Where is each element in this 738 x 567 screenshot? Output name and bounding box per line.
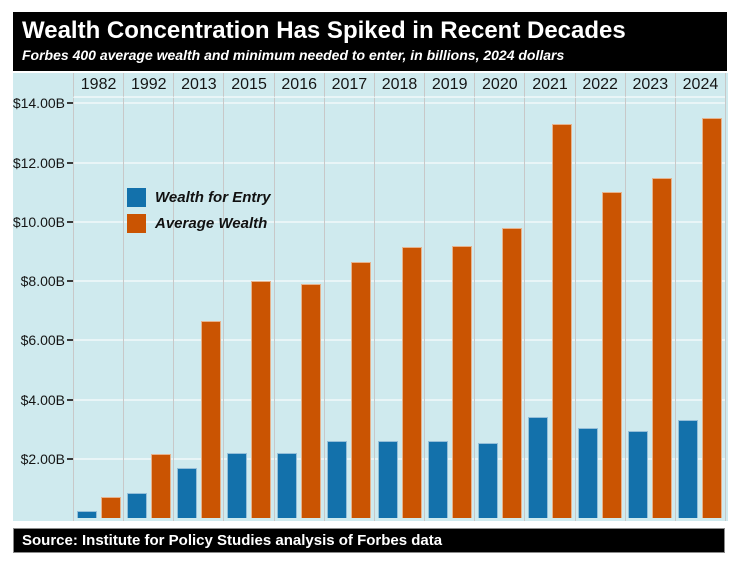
y-tick-label: $8.00B — [20, 273, 65, 290]
plot-area — [73, 98, 726, 521]
bar-wealth-for-entry — [327, 441, 348, 518]
x-tick-label: 2016 — [273, 73, 324, 98]
x-tick-label: 2020 — [474, 73, 525, 98]
x-tick-label: 2023 — [624, 73, 675, 98]
bar-average-wealth — [351, 261, 372, 518]
bar-average-wealth — [150, 454, 171, 518]
y-tick-mark — [67, 220, 73, 223]
year-column — [273, 98, 324, 521]
bar-wealth-for-entry — [176, 467, 197, 518]
year-column — [223, 98, 273, 521]
bar-average-wealth — [602, 192, 623, 518]
x-tick-label: 2013 — [173, 73, 224, 98]
bar-wealth-for-entry — [678, 420, 699, 518]
year-column — [624, 98, 675, 521]
bar-wealth-for-entry — [578, 427, 599, 518]
bar-average-wealth — [251, 281, 272, 518]
h-gridline — [73, 339, 725, 342]
h-gridline — [73, 161, 725, 164]
bar-wealth-for-entry — [76, 510, 97, 518]
legend-label-entry: Wealth for Entry — [155, 189, 271, 206]
bar-wealth-for-entry — [477, 442, 498, 518]
y-tick-label: $4.00B — [20, 391, 65, 408]
bar-wealth-for-entry — [527, 417, 548, 518]
legend-row-entry: Wealth for Entry — [127, 188, 271, 207]
bar-average-wealth — [100, 497, 121, 518]
x-tick-label: 2019 — [424, 73, 475, 98]
bar-average-wealth — [200, 321, 221, 518]
bar-wealth-for-entry — [126, 492, 147, 518]
x-tick-label: 2015 — [223, 73, 274, 98]
y-tick-mark — [67, 339, 73, 342]
x-tick-label: 1992 — [123, 73, 174, 98]
x-tick-label: 2021 — [524, 73, 575, 98]
x-tick-label: 2022 — [574, 73, 625, 98]
bar-average-wealth — [451, 245, 472, 518]
legend-swatch-blue — [127, 188, 146, 207]
year-column — [323, 98, 374, 521]
x-tick-label: 1982 — [73, 73, 124, 98]
bar-average-wealth — [702, 118, 723, 518]
y-tick-label: $12.00B — [12, 154, 65, 171]
bar-wealth-for-entry — [377, 441, 398, 518]
legend-swatch-orange — [127, 214, 146, 233]
y-tick-label: $2.00B — [20, 450, 65, 467]
y-tick-mark — [67, 102, 73, 105]
h-gridline — [73, 220, 725, 223]
bar-wealth-for-entry — [277, 452, 298, 518]
y-axis-gutter: $2.00B $4.00B $6.00B $8.00B $10.00B $12.00B $1… — [12, 95, 73, 521]
bar-average-wealth — [501, 227, 522, 518]
y-tick-label: $10.00B — [12, 213, 65, 230]
y-tick-mark — [67, 457, 73, 460]
chart-subtitle: Forbes 400 average wealth and minimum ne… — [22, 47, 565, 63]
source-footer: Source: Institute for Policy Studies ana… — [13, 528, 725, 553]
x-tick-label: 2017 — [323, 73, 374, 98]
h-gridline — [73, 398, 725, 401]
year-column — [424, 98, 474, 521]
bar-average-wealth — [301, 284, 322, 518]
chart-area: 1982 1992 2013 2015 2016 2017 2018 2019 2020 2021… — [13, 73, 728, 521]
chart-header: Wealth Concentration Has Spiked in Recen… — [13, 12, 727, 71]
y-tick-label: $6.00B — [20, 332, 65, 349]
year-column — [73, 98, 123, 521]
chart-title: Wealth Concentration Has Spiked in Recen… — [22, 17, 626, 44]
x-tick-label: 2018 — [373, 73, 425, 98]
legend-label-average: Average Wealth — [155, 215, 268, 232]
bar-average-wealth — [401, 247, 422, 518]
y-tick-mark — [67, 161, 73, 164]
y-tick-mark — [67, 280, 73, 283]
bar-wealth-for-entry — [628, 430, 649, 518]
h-gridline — [73, 457, 725, 460]
y-tick-label: $14.00B — [12, 95, 65, 112]
legend-row-average: Average Wealth — [127, 214, 271, 233]
year-column — [373, 98, 424, 521]
bar-wealth-for-entry — [227, 452, 248, 518]
legend: Wealth for Entry Average Wealth — [127, 188, 271, 240]
h-gridline — [73, 102, 725, 105]
bar-average-wealth — [652, 177, 673, 518]
x-tick-label: 2024 — [674, 73, 726, 98]
year-column — [574, 98, 625, 521]
plot-columns — [73, 98, 725, 521]
y-tick-mark — [67, 398, 73, 401]
bar-average-wealth — [551, 124, 572, 518]
x-axis-year-row: 1982 1992 2013 2015 2016 2017 2018 2019 2020 2021… — [73, 73, 726, 98]
year-column — [123, 98, 173, 521]
year-column — [474, 98, 524, 521]
year-column — [674, 98, 725, 521]
bar-wealth-for-entry — [427, 441, 448, 518]
year-column — [524, 98, 574, 521]
h-gridline — [73, 280, 725, 283]
year-column — [173, 98, 223, 521]
